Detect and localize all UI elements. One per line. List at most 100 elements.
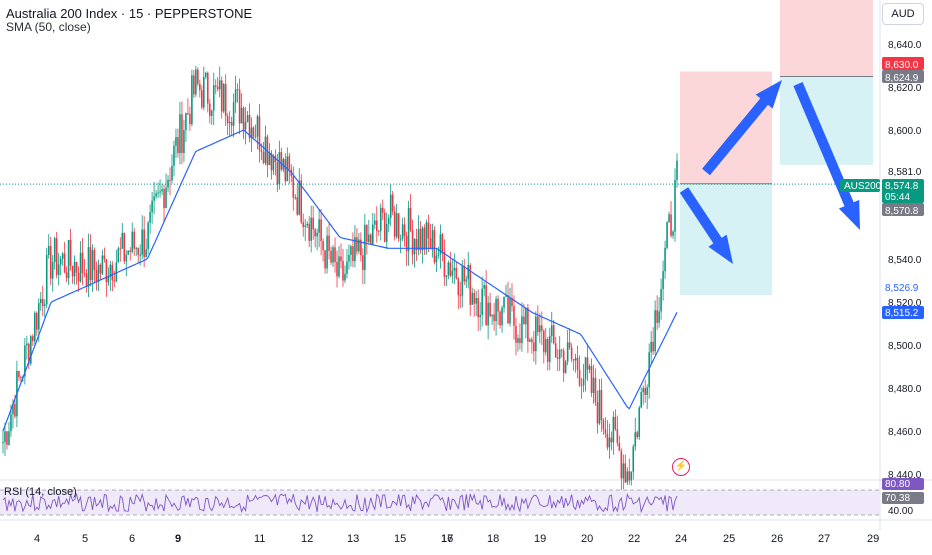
time-tick-label: 6 xyxy=(129,533,135,545)
candle-body xyxy=(55,238,58,275)
rsi-value-tag: 80.80 xyxy=(885,479,910,490)
sma-price-tag-bg xyxy=(882,306,924,319)
candle-body xyxy=(598,389,601,424)
candle-body xyxy=(483,285,485,289)
currency-button[interactable]: AUD xyxy=(882,3,924,25)
candle-body xyxy=(582,378,585,386)
candle-body xyxy=(195,69,197,95)
time-tick-label: 19 xyxy=(534,533,546,545)
time-tick-label: 11 xyxy=(254,533,265,545)
rsi-indicator-label[interactable]: RSI (14, close) xyxy=(4,486,77,498)
candle-body xyxy=(314,229,316,237)
candle-body xyxy=(395,213,398,237)
candle-body xyxy=(236,89,239,91)
candle-body xyxy=(471,292,474,305)
long-arrow[interactable] xyxy=(702,80,782,176)
candle-body xyxy=(41,298,44,307)
candle-body xyxy=(608,437,611,448)
candle-body xyxy=(501,307,503,326)
candle-body xyxy=(206,72,209,104)
candle-body xyxy=(246,115,249,122)
short-arrow-1[interactable] xyxy=(679,187,733,264)
candle-body xyxy=(302,222,305,227)
candle-body xyxy=(562,350,565,373)
candle-body xyxy=(348,254,350,262)
candle-body xyxy=(445,275,448,277)
candle-body xyxy=(519,338,521,344)
candle-body xyxy=(505,295,507,297)
candle-body xyxy=(616,429,619,443)
candle-body xyxy=(423,227,426,250)
candle-body xyxy=(10,414,12,432)
candle-body xyxy=(334,247,336,263)
candle-body xyxy=(218,80,221,90)
candle-body xyxy=(459,295,462,297)
candle-body xyxy=(473,292,476,304)
candle-body xyxy=(51,261,54,279)
candle-body xyxy=(270,153,273,171)
candle-body xyxy=(183,130,185,153)
time-tick-label: 26 xyxy=(771,533,783,545)
candle-body xyxy=(636,432,639,438)
candle-body xyxy=(69,239,72,266)
candle-body xyxy=(278,152,281,185)
candle-body xyxy=(63,253,66,273)
candle-body xyxy=(550,325,553,336)
time-tick-label: 5 xyxy=(82,533,88,545)
candle-body xyxy=(533,342,535,352)
candle-body xyxy=(596,402,599,424)
candle-body xyxy=(308,223,310,241)
candle-body xyxy=(294,197,297,199)
price-tick-label: 8,480.0 xyxy=(888,384,922,395)
stop-price-tag: 8,630.0 xyxy=(885,60,919,71)
sma-indicator-label[interactable]: SMA (50, close) xyxy=(6,20,91,34)
candle-body xyxy=(105,259,108,283)
candle-body xyxy=(670,214,672,236)
symbol-title[interactable]: Australia 200 Index · 15 · PEPPERSTONE xyxy=(6,6,253,21)
candle-body xyxy=(139,254,141,256)
candle-body xyxy=(238,89,241,124)
candle-body xyxy=(467,264,470,280)
candle-body xyxy=(30,336,32,364)
candle-body xyxy=(672,231,674,236)
candle-body xyxy=(99,264,102,274)
candle-body xyxy=(674,179,676,232)
candle-body xyxy=(497,298,499,312)
candle-body xyxy=(387,217,390,225)
flash-icon[interactable]: ⚡ xyxy=(672,458,690,476)
price-tick-label: 8,540.0 xyxy=(888,255,922,266)
candle-body xyxy=(656,310,658,323)
candle-body xyxy=(389,194,392,218)
time-tick-label: 20 xyxy=(581,533,593,545)
candle-body xyxy=(256,116,259,137)
candle-body xyxy=(602,420,605,430)
target-price-tag-2-bg xyxy=(882,280,924,293)
candle-body xyxy=(179,114,181,154)
candle-body xyxy=(584,357,587,379)
candle-body xyxy=(373,220,376,225)
candle-body xyxy=(409,207,412,231)
candle-body xyxy=(443,251,446,277)
candle-body xyxy=(437,254,440,256)
time-tick-label: 15 xyxy=(394,533,406,545)
candle-body xyxy=(280,152,283,170)
time-tick-label: 4 xyxy=(34,533,40,545)
time-tick-label: 22 xyxy=(628,533,640,545)
candle-body xyxy=(324,250,326,269)
candle-body xyxy=(546,339,549,362)
candle-body xyxy=(485,285,487,326)
sma-line xyxy=(2,129,678,432)
candle-body xyxy=(338,256,340,277)
candle-body xyxy=(499,311,501,326)
candle-body xyxy=(457,278,460,296)
candle-body xyxy=(187,113,189,115)
short-arrow-2[interactable] xyxy=(793,82,860,230)
candle-body xyxy=(37,303,40,330)
candle-body xyxy=(427,222,430,239)
candle-body xyxy=(135,247,138,249)
candle-body xyxy=(493,314,495,322)
price-tick-label: 8,460.0 xyxy=(888,427,922,438)
candle-body xyxy=(143,229,145,258)
candle-body xyxy=(642,388,645,393)
